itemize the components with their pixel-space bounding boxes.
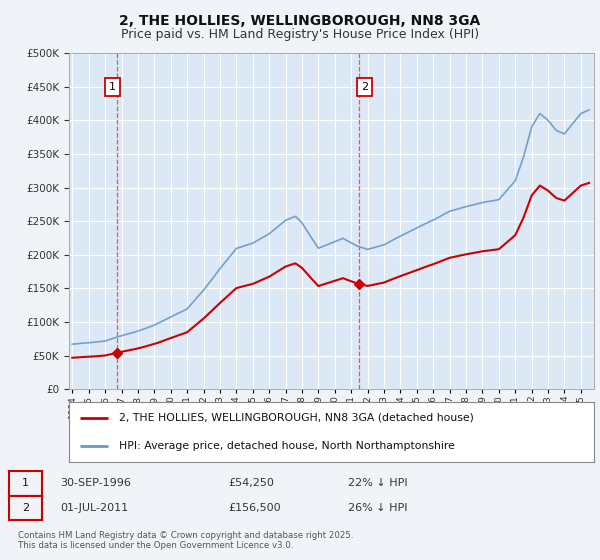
Text: 22% ↓ HPI: 22% ↓ HPI (348, 478, 407, 488)
Text: Contains HM Land Registry data © Crown copyright and database right 2025.
This d: Contains HM Land Registry data © Crown c… (18, 531, 353, 550)
Text: 30-SEP-1996: 30-SEP-1996 (60, 478, 131, 488)
Text: 2: 2 (361, 82, 368, 92)
Text: 2: 2 (22, 503, 29, 513)
Text: HPI: Average price, detached house, North Northamptonshire: HPI: Average price, detached house, Nort… (119, 441, 455, 451)
Text: £156,500: £156,500 (228, 503, 281, 513)
Text: 1: 1 (22, 478, 29, 488)
Text: £54,250: £54,250 (228, 478, 274, 488)
Text: 2, THE HOLLIES, WELLINGBOROUGH, NN8 3GA (detached house): 2, THE HOLLIES, WELLINGBOROUGH, NN8 3GA … (119, 413, 474, 423)
Text: 26% ↓ HPI: 26% ↓ HPI (348, 503, 407, 513)
Text: 2, THE HOLLIES, WELLINGBOROUGH, NN8 3GA: 2, THE HOLLIES, WELLINGBOROUGH, NN8 3GA (119, 14, 481, 28)
Text: 01-JUL-2011: 01-JUL-2011 (60, 503, 128, 513)
Text: Price paid vs. HM Land Registry's House Price Index (HPI): Price paid vs. HM Land Registry's House … (121, 28, 479, 41)
Text: 1: 1 (109, 82, 116, 92)
